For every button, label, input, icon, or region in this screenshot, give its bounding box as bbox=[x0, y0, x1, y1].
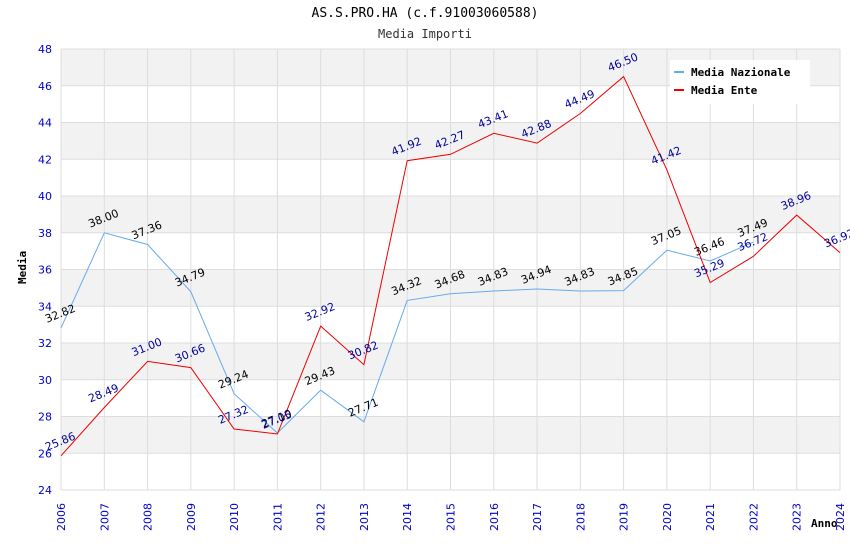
x-tick-label: 2016 bbox=[488, 503, 501, 531]
grid-lines bbox=[60, 48, 841, 491]
y-tick-label: 38 bbox=[38, 227, 52, 240]
legend-swatch-media-nazionale bbox=[674, 71, 684, 73]
y-tick-label: 32 bbox=[38, 337, 52, 350]
legend-item-media-nazionale: Media Nazionale bbox=[674, 64, 790, 80]
x-tick-label: 2023 bbox=[791, 503, 804, 531]
x-tick-label: 2014 bbox=[401, 503, 414, 531]
y-axis-label: Media bbox=[16, 250, 29, 284]
x-tick-label: 2013 bbox=[358, 503, 371, 531]
y-tick-label: 28 bbox=[38, 411, 52, 424]
x-tick-label: 2008 bbox=[142, 503, 155, 531]
y-tick-label: 46 bbox=[38, 80, 52, 93]
x-tick-label: 2022 bbox=[747, 503, 760, 531]
y-tick-label: 48 bbox=[38, 43, 52, 56]
x-axis-label: Anno bbox=[811, 517, 838, 530]
x-tick-label: 2010 bbox=[228, 503, 241, 531]
x-tick-label: 2020 bbox=[661, 503, 674, 531]
x-axis-ticks: 2006 2007 2008 2009 2010 2011 2012 2013 2014 2015… bbox=[55, 503, 847, 531]
y-tick-label: 44 bbox=[38, 117, 52, 130]
legend-swatch-media-ente bbox=[674, 89, 684, 91]
legend-label-media-ente: Media Ente bbox=[691, 83, 758, 97]
x-tick-label: 2015 bbox=[445, 503, 458, 531]
x-tick-label: 2019 bbox=[618, 503, 631, 531]
y-axis-ticks: 24 26 28 30 32 34 36 38 40 42 44 46 48 bbox=[38, 43, 52, 497]
x-tick-label: 2017 bbox=[531, 503, 544, 531]
x-tick-label: 2012 bbox=[315, 503, 328, 531]
x-tick-label: 2011 bbox=[271, 503, 284, 531]
y-tick-label: 24 bbox=[38, 484, 52, 497]
legend: Media Nazionale Media Ente bbox=[670, 60, 810, 104]
legend-label-media-nazionale: Media Nazionale bbox=[691, 65, 791, 79]
x-tick-label: 2018 bbox=[574, 503, 587, 531]
y-tick-label: 26 bbox=[38, 447, 52, 460]
chart-title: AS.S.PRO.HA (c.f.91003060588) bbox=[311, 6, 539, 21]
chart-subtitle: Media Importi bbox=[378, 27, 472, 41]
series-line-1 bbox=[60, 75, 841, 457]
x-tick-label: 2021 bbox=[704, 503, 717, 531]
x-tick-label: 2007 bbox=[98, 503, 111, 531]
y-tick-label: 40 bbox=[38, 190, 52, 203]
y-tick-label: 30 bbox=[38, 374, 52, 387]
legend-item-media-ente: Media Ente bbox=[674, 82, 757, 98]
y-tick-label: 34 bbox=[38, 300, 52, 313]
x-tick-label: 2006 bbox=[55, 503, 68, 531]
x-tick-label: 2009 bbox=[185, 503, 198, 531]
series-lines bbox=[60, 75, 841, 457]
series-line-0 bbox=[60, 232, 754, 434]
y-tick-label: 42 bbox=[38, 153, 52, 166]
x-tick-label: 2024 bbox=[834, 503, 847, 531]
y-tick-label: 36 bbox=[38, 264, 52, 277]
